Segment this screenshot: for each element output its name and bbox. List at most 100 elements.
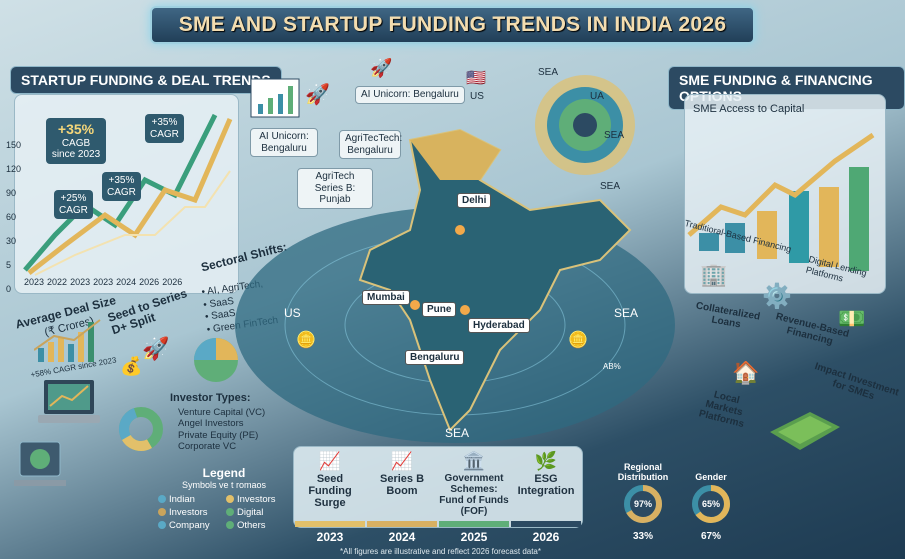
callout-agritech-punjab: AgriTech Series B: Punjab [297, 168, 373, 209]
legend-subtitle: Symbols ve t romaos [181, 480, 267, 490]
region-label-ab: AB% [603, 362, 621, 371]
sme-bar [699, 233, 719, 251]
laptop-icon [38, 380, 100, 423]
x-tick: 2026 [139, 277, 160, 287]
trend-arrow [687, 132, 875, 237]
coin-icon: 🪙 [296, 332, 316, 349]
timeline-year: 2026 [532, 530, 560, 544]
mumbai-pin[interactable] [410, 300, 420, 310]
delhi-pin[interactable] [455, 225, 465, 235]
y-tick: 120 [6, 164, 22, 174]
trend-line [34, 170, 231, 276]
us-flag-icon: 🇺🇸 [466, 70, 486, 87]
startup-section-title: STARTUP FUNDING & DEAL TRENDS [10, 66, 282, 94]
region-label-us: US [284, 306, 301, 320]
x-tick: 2024 [116, 277, 137, 287]
timeline-year: 2023 [316, 530, 344, 544]
region-label-sea: SEA [538, 67, 559, 78]
y-tick: 150 [6, 140, 22, 150]
investor-donut-chart [119, 407, 163, 451]
donut-title: Gender [695, 472, 727, 482]
market-house-icon: 🏠 [732, 360, 760, 385]
investor-type-item: Corporate VC [178, 441, 237, 453]
region-label-ua: UA [590, 91, 604, 102]
leaf-globe-icon: 🌿 [534, 451, 558, 471]
cagr-callout: +35% CAGR [145, 114, 184, 143]
rocket-icon: 🚀 [142, 336, 170, 361]
timeline-item: 📈 Series B Boom [366, 447, 438, 497]
page-title: SME AND STARTUP FUNDING TRENDS IN INDIA … [178, 13, 727, 36]
y-tick: 60 [6, 212, 17, 222]
legend-label: Investors [169, 507, 208, 518]
callout-ai-unicorn: AI Unicorn: Bengaluru [355, 86, 465, 104]
legend-item: Investors [158, 507, 222, 518]
city-label-pune: Pune [422, 302, 457, 317]
hyderabad-pin[interactable] [460, 305, 470, 315]
gear-dollar-icon: ⚙️ [762, 283, 792, 310]
donut-title: Regional Distribution [617, 462, 669, 482]
legend-title: Legend [202, 466, 246, 480]
money-bag-icon: 💰 [120, 356, 143, 376]
x-tick: 2023 [70, 277, 91, 287]
rocket-icon: 🚀 [370, 58, 393, 78]
funding-timeline: 📈 Seed Funding Surge 2023 📈 Series B Boom 202… [293, 446, 583, 544]
city-label-delhi: Delhi [457, 193, 492, 208]
legend-item: Indian [158, 494, 222, 505]
y-tick: 5 [6, 260, 12, 270]
legend-dot-icon [158, 508, 166, 517]
legend-dot-icon [226, 521, 234, 530]
timeline-bar-segment [367, 521, 437, 527]
legend-item: Investors [226, 494, 290, 505]
x-tick: 2022 [47, 277, 68, 287]
donut-ring: 65% [692, 485, 730, 523]
growth-chart-icon: 📈 [318, 451, 342, 471]
y-tick: 30 [6, 236, 17, 246]
y-tick: 90 [6, 188, 17, 198]
building-icon: 🏢 [700, 262, 728, 287]
growth-chart-icon: 📈 [390, 451, 414, 471]
government-building-icon: 🏛️ [462, 451, 486, 471]
callout-agritech: AgriTecTech: Bengaluru [339, 130, 402, 159]
legend-dot-icon [226, 508, 234, 517]
investor-pie-chart [194, 338, 238, 382]
timeline-bar-segment [295, 521, 365, 527]
legend-item: Digital [226, 507, 290, 518]
timeline-bar-segment [511, 521, 581, 527]
investor-types-title: Investor Types: [170, 392, 251, 404]
x-axis-ticks: 2023 2022 2023 2023 2024 2026 2026 [24, 277, 185, 288]
legend: Legend Symbols ve t romaos Indian Investo… [158, 466, 290, 531]
timeline-label: ESG Integration [517, 473, 575, 498]
donut-ring: 97% [624, 485, 662, 523]
timeline-label: Government Schemes: Fund of Funds (FOF) [439, 473, 509, 517]
timeline-item: 📈 Seed Funding Surge [294, 447, 366, 509]
x-tick: 2026 [162, 277, 183, 287]
legend-label: Investors [237, 494, 276, 505]
region-label-sea: SEA [604, 130, 625, 141]
footnote: *All figures are illustrative and reflec… [340, 547, 541, 556]
region-label-sea: SEA [600, 181, 621, 192]
legend-label: Company [169, 520, 210, 531]
timeline-year: 2024 [388, 530, 416, 544]
x-tick: 2023 [24, 277, 45, 287]
funding-trend-chart [23, 113, 233, 276]
legend-label: Others [237, 520, 266, 531]
farm-field-icon [770, 412, 840, 450]
legend-label: Digital [237, 507, 264, 518]
sme-bar [819, 187, 839, 267]
monitor-icon [14, 441, 66, 486]
cagr-callout: +35% CAGR [102, 172, 141, 201]
legend-dot-icon [226, 495, 234, 504]
global-radar-chart [535, 75, 635, 175]
donut-chart: Regional Distribution 97% 33% [612, 460, 674, 542]
cagr-callout: +35% CAGB since 2023 [46, 118, 106, 164]
option-impact-investment: Impact Investment for SMEs [813, 360, 901, 403]
legend-dot-icon [158, 495, 166, 504]
legend-item: Others [226, 520, 290, 531]
timeline-item: 🌿 ESG Integration [510, 447, 582, 497]
city-label-bengaluru: Bengaluru [405, 350, 465, 365]
region-label-us: US [470, 91, 484, 102]
legend-label: Indian [169, 494, 195, 505]
city-label-hyderabad: Hyderabad [468, 318, 530, 333]
investor-type-item: Private Equity (PE) [178, 429, 259, 441]
sme-bar [757, 211, 777, 259]
